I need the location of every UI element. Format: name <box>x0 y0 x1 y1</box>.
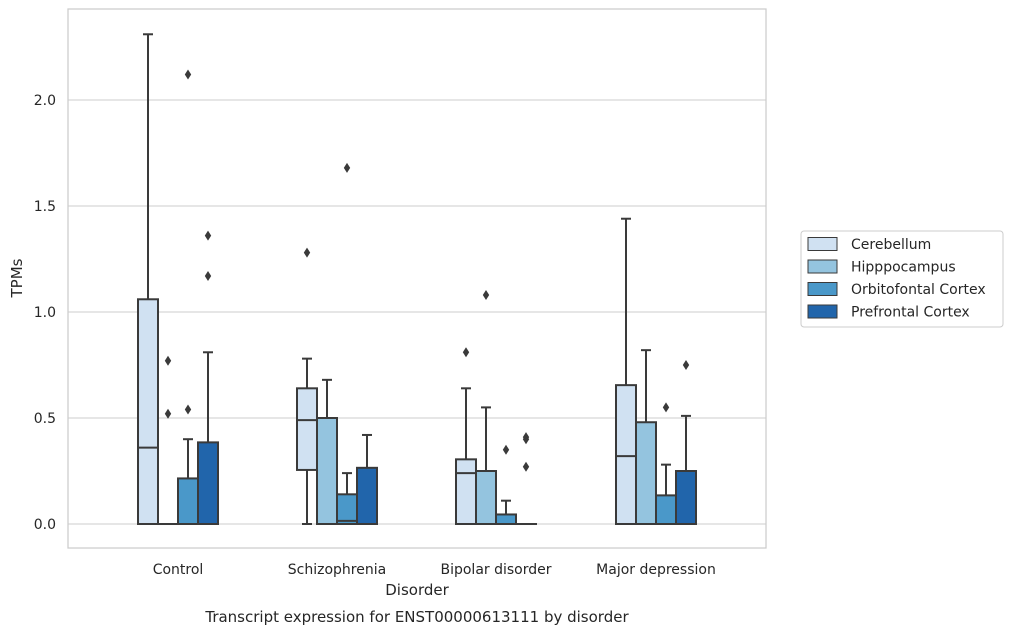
box-2-2 <box>495 444 517 526</box>
y-axis-label: TPMs <box>8 258 26 298</box>
box-rect <box>615 384 637 526</box>
x-axis-ticks: Control Schizophrenia Bipolar disorder Majo… <box>153 562 716 578</box>
outlier-point <box>662 402 670 413</box>
box-1-2 <box>475 290 497 525</box>
box-rect <box>197 441 219 526</box>
box-rect <box>495 513 517 526</box>
box-1-3 <box>635 349 657 525</box>
legend: Cerebellum Hipppocampus Orbitofontal Corte… <box>800 230 1004 328</box>
outlier-point <box>682 360 690 370</box>
legend-label: Orbitofontal Cortex <box>851 282 986 298</box>
outlier-point <box>522 461 530 472</box>
y-tick-label: 0.0 <box>34 517 56 533</box>
box-rect <box>356 466 378 526</box>
x-axis-label: Disorder <box>385 581 449 599</box>
box-2-3 <box>655 402 677 526</box>
outlier-point <box>303 247 311 258</box>
y-tick-label: 0.5 <box>34 411 56 427</box>
legend-swatch <box>807 282 838 296</box>
outlier-point <box>184 69 192 80</box>
box-rect <box>475 470 497 525</box>
box-3-3 <box>675 360 697 525</box>
legend-label: Cerebellum <box>851 237 931 253</box>
outlier-point <box>204 230 212 241</box>
outlier-point <box>204 270 212 281</box>
outlier-point <box>502 444 510 455</box>
box-groups <box>137 33 697 526</box>
outlier-point <box>462 347 470 358</box>
box-rect <box>316 417 338 525</box>
y-tick-label: 1.5 <box>34 199 56 215</box>
box-rect <box>177 477 199 526</box>
outlier-point <box>522 432 530 443</box>
x-tick-label: Control <box>153 562 204 578</box>
x-tick-label: Schizophrenia <box>288 562 386 578</box>
y-tick-label: 1.0 <box>34 305 56 321</box>
plot-frame <box>67 8 767 549</box>
box-3-2 <box>515 432 537 526</box>
outlier-point <box>164 355 172 366</box>
box-rect <box>455 458 477 525</box>
box-0-0 <box>137 33 159 525</box>
legend-swatch <box>807 259 838 274</box>
x-tick-label: Bipolar disorder <box>440 562 551 578</box>
y-tick-label: 2.0 <box>34 93 56 109</box>
box-0-2 <box>455 347 477 525</box>
legend-swatch <box>807 304 838 319</box>
x-tick-label: Major depression <box>596 562 716 578</box>
legend-swatch <box>807 237 838 251</box>
box-rect <box>655 494 677 526</box>
box-rect <box>296 387 318 471</box>
box-rect <box>336 493 358 526</box>
box-rect <box>137 298 159 525</box>
box-rect <box>675 470 697 525</box>
box-3-1 <box>356 433 378 526</box>
legend-frame <box>800 230 1004 328</box>
outlier-point <box>343 162 351 173</box>
outlier-point <box>482 290 490 301</box>
box-rect <box>635 421 657 525</box>
y-axis-ticks: 0.0 0.5 1.0 1.5 2.0 <box>34 93 56 533</box>
outlier-point <box>164 408 172 419</box>
chart-caption: Transcript expression for ENST0000061311… <box>204 608 629 626</box>
legend-label: Hipppocampus <box>851 260 956 276</box>
box-3-0 <box>197 230 219 526</box>
outlier-point <box>184 404 192 415</box>
box-2-1 <box>336 162 358 526</box>
box-1-1 <box>316 378 338 525</box>
legend-label: Prefrontal Cortex <box>851 305 970 321</box>
